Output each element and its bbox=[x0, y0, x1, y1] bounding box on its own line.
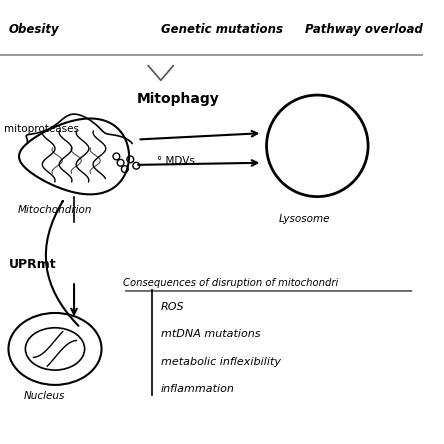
Text: Nucleus: Nucleus bbox=[24, 391, 65, 401]
Text: inflammation: inflammation bbox=[161, 384, 234, 394]
Text: Pathway overload: Pathway overload bbox=[305, 23, 422, 36]
Text: ROS: ROS bbox=[161, 301, 184, 312]
Text: mitoproteases: mitoproteases bbox=[4, 124, 79, 134]
Text: Genetic mutations: Genetic mutations bbox=[161, 23, 283, 36]
Text: Consequences of disruption of mitochondri: Consequences of disruption of mitochondr… bbox=[123, 278, 338, 288]
Text: Lysosome: Lysosome bbox=[279, 214, 330, 223]
Text: ° MDVs: ° MDVs bbox=[157, 156, 194, 166]
Text: Obesity: Obesity bbox=[8, 23, 59, 36]
Text: metabolic inflexibility: metabolic inflexibility bbox=[161, 357, 281, 367]
Text: UPRmt: UPRmt bbox=[8, 258, 56, 271]
Text: Mitophagy: Mitophagy bbox=[136, 92, 219, 106]
Text: Mitochondrion: Mitochondrion bbox=[18, 205, 92, 215]
Text: mtDNA mutations: mtDNA mutations bbox=[161, 329, 260, 339]
FancyArrowPatch shape bbox=[46, 201, 79, 326]
